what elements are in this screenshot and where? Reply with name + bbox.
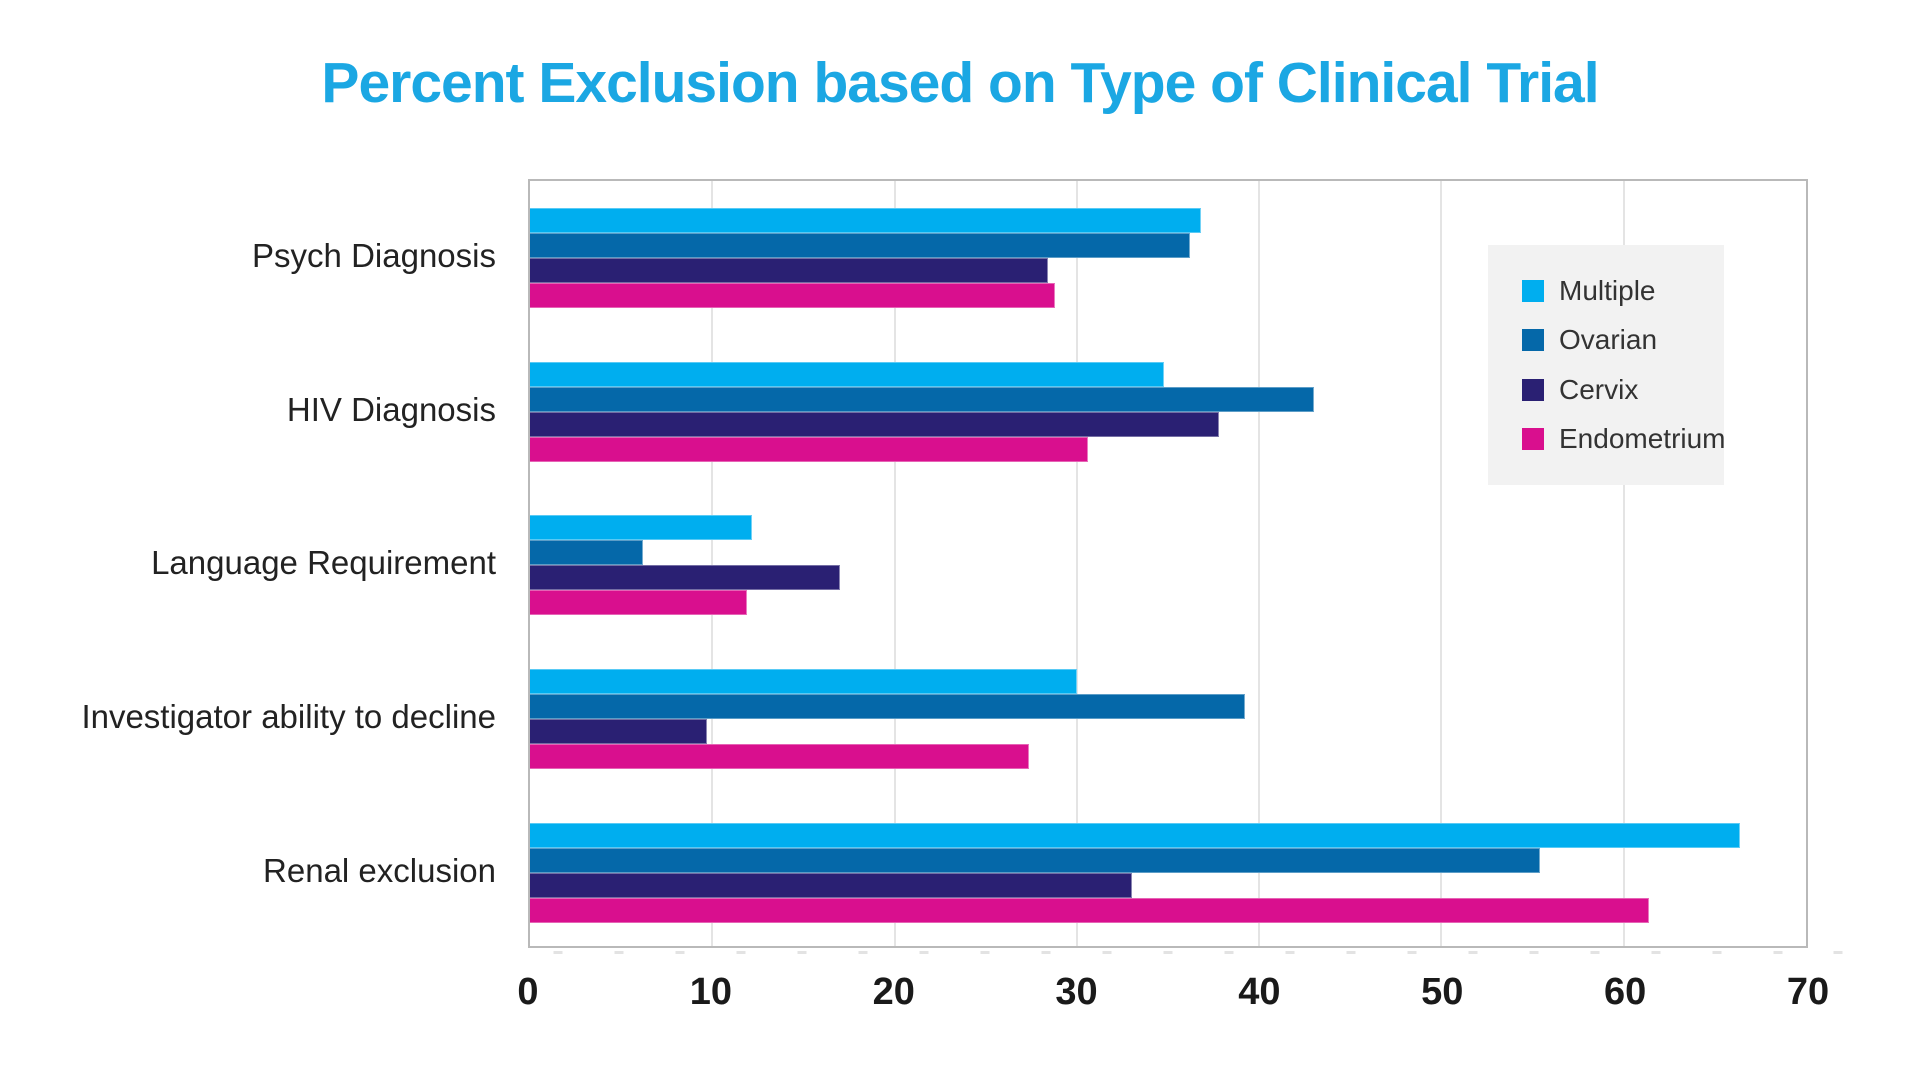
legend-label-cervix: Cervix (1559, 373, 1639, 405)
x-tick-label-60: 60 (1604, 971, 1647, 1013)
legend-swatch-icon (1522, 378, 1544, 401)
x-tick-label-40: 40 (1238, 971, 1281, 1013)
minor-tick (797, 951, 807, 954)
bar-multiple-hiv-diagnosis (530, 361, 1165, 387)
minor-tick (1712, 951, 1722, 954)
minor-tick (736, 951, 746, 954)
x-tick-label-70: 70 (1786, 971, 1830, 1013)
minor-tick (1407, 951, 1417, 954)
legend-item-endometrium: Endometrium (1522, 423, 1726, 455)
legend-item-multiple: Multiple (1522, 275, 1724, 307)
x-axis-minor-ticks (528, 951, 1843, 957)
minor-tick (1651, 951, 1661, 954)
minor-tick (675, 951, 685, 954)
category-label-renal-exclusion: Renal exclusion (263, 852, 496, 890)
bar-endometrium-language-requirement (530, 590, 747, 616)
bar-ovarian-renal-exclusion (530, 848, 1540, 874)
legend-swatch-icon (1522, 279, 1544, 302)
minor-tick (1163, 951, 1173, 954)
bar-group-renal-exclusion (530, 796, 1806, 950)
gridline-60 (1622, 181, 1625, 946)
category-label-psych-diagnosis: Psych Diagnosis (252, 236, 496, 274)
bar-multiple-psych-diagnosis (530, 207, 1201, 233)
bar-group-investigator-ability-to-decline (530, 642, 1806, 796)
gridline-50 (1440, 181, 1443, 946)
minor-tick (858, 951, 868, 954)
legend-label-multiple: Multiple (1559, 274, 1656, 306)
bar-multiple-investigator-ability-to-decline (530, 669, 1077, 695)
bar-endometrium-investigator-ability-to-decline (530, 744, 1030, 770)
legend: Multiple Ovarian Cervix Endometrium (1488, 245, 1726, 485)
chart-title: Percent Exclusion based on Type of Clini… (321, 51, 1599, 115)
gridline-30 (1075, 181, 1078, 946)
legend-swatch-icon (1522, 329, 1544, 352)
minor-tick (1346, 951, 1356, 954)
bar-cervix-hiv-diagnosis (530, 411, 1220, 437)
minor-tick (1773, 951, 1783, 954)
bar-cervix-renal-exclusion (530, 873, 1132, 899)
legend-label-ovarian: Ovarian (1559, 324, 1658, 356)
bar-group-hiv-diagnosis (530, 335, 1806, 489)
minor-tick (1041, 951, 1051, 954)
minor-tick (1833, 951, 1843, 954)
bar-endometrium-hiv-diagnosis (530, 436, 1088, 462)
bar-endometrium-renal-exclusion (530, 898, 1650, 924)
bar-ovarian-language-requirement (530, 540, 644, 566)
x-tick-label-30: 30 (1055, 971, 1098, 1013)
x-axis: 0 10 20 30 40 50 60 70 (517, 971, 1829, 1021)
bar-cervix-psych-diagnosis (530, 257, 1048, 283)
gridline-40 (1258, 181, 1261, 946)
x-tick-label-0: 0 (517, 971, 539, 1013)
minor-tick (1102, 951, 1112, 954)
legend-swatch-icon (1522, 428, 1544, 451)
plot-area: Multiple Ovarian Cervix Endometrium (528, 179, 1808, 948)
minor-tick (919, 951, 929, 954)
category-label-investigator-ability-to-decline: Investigator ability to decline (81, 698, 496, 736)
bar-cervix-investigator-ability-to-decline (530, 719, 707, 745)
minor-tick (980, 951, 990, 954)
minor-tick (1224, 951, 1234, 954)
x-tick-label-20: 20 (872, 971, 915, 1013)
y-axis-labels: Psych Diagnosis HIV Diagnosis Language Req… (0, 179, 496, 948)
legend-label-endometrium: Endometrium (1559, 423, 1726, 455)
minor-tick (1529, 951, 1539, 954)
gridline-10 (711, 181, 714, 946)
bar-multiple-language-requirement (530, 515, 753, 541)
bar-endometrium-psych-diagnosis (530, 282, 1055, 308)
bars-layer (530, 181, 1806, 950)
bar-group-psych-diagnosis (530, 181, 1806, 335)
minor-tick (1285, 951, 1295, 954)
category-label-language-requirement: Language Requirement (151, 544, 496, 582)
category-label-hiv-diagnosis: HIV Diagnosis (286, 390, 496, 428)
legend-item-cervix: Cervix (1522, 374, 1724, 406)
minor-tick (1590, 951, 1600, 954)
bar-ovarian-investigator-ability-to-decline (530, 694, 1245, 720)
bar-multiple-renal-exclusion (530, 823, 1741, 849)
x-tick-label-50: 50 (1421, 971, 1464, 1013)
bar-ovarian-hiv-diagnosis (530, 386, 1314, 412)
bar-group-language-requirement (530, 489, 1806, 643)
bar-cervix-language-requirement (530, 565, 840, 591)
gridline-20 (893, 181, 896, 946)
minor-tick (1468, 951, 1478, 954)
legend-item-ovarian: Ovarian (1522, 324, 1724, 356)
minor-tick (614, 951, 624, 954)
x-tick-label-10: 10 (689, 971, 732, 1013)
minor-tick (553, 951, 563, 954)
bar-ovarian-psych-diagnosis (530, 232, 1190, 258)
